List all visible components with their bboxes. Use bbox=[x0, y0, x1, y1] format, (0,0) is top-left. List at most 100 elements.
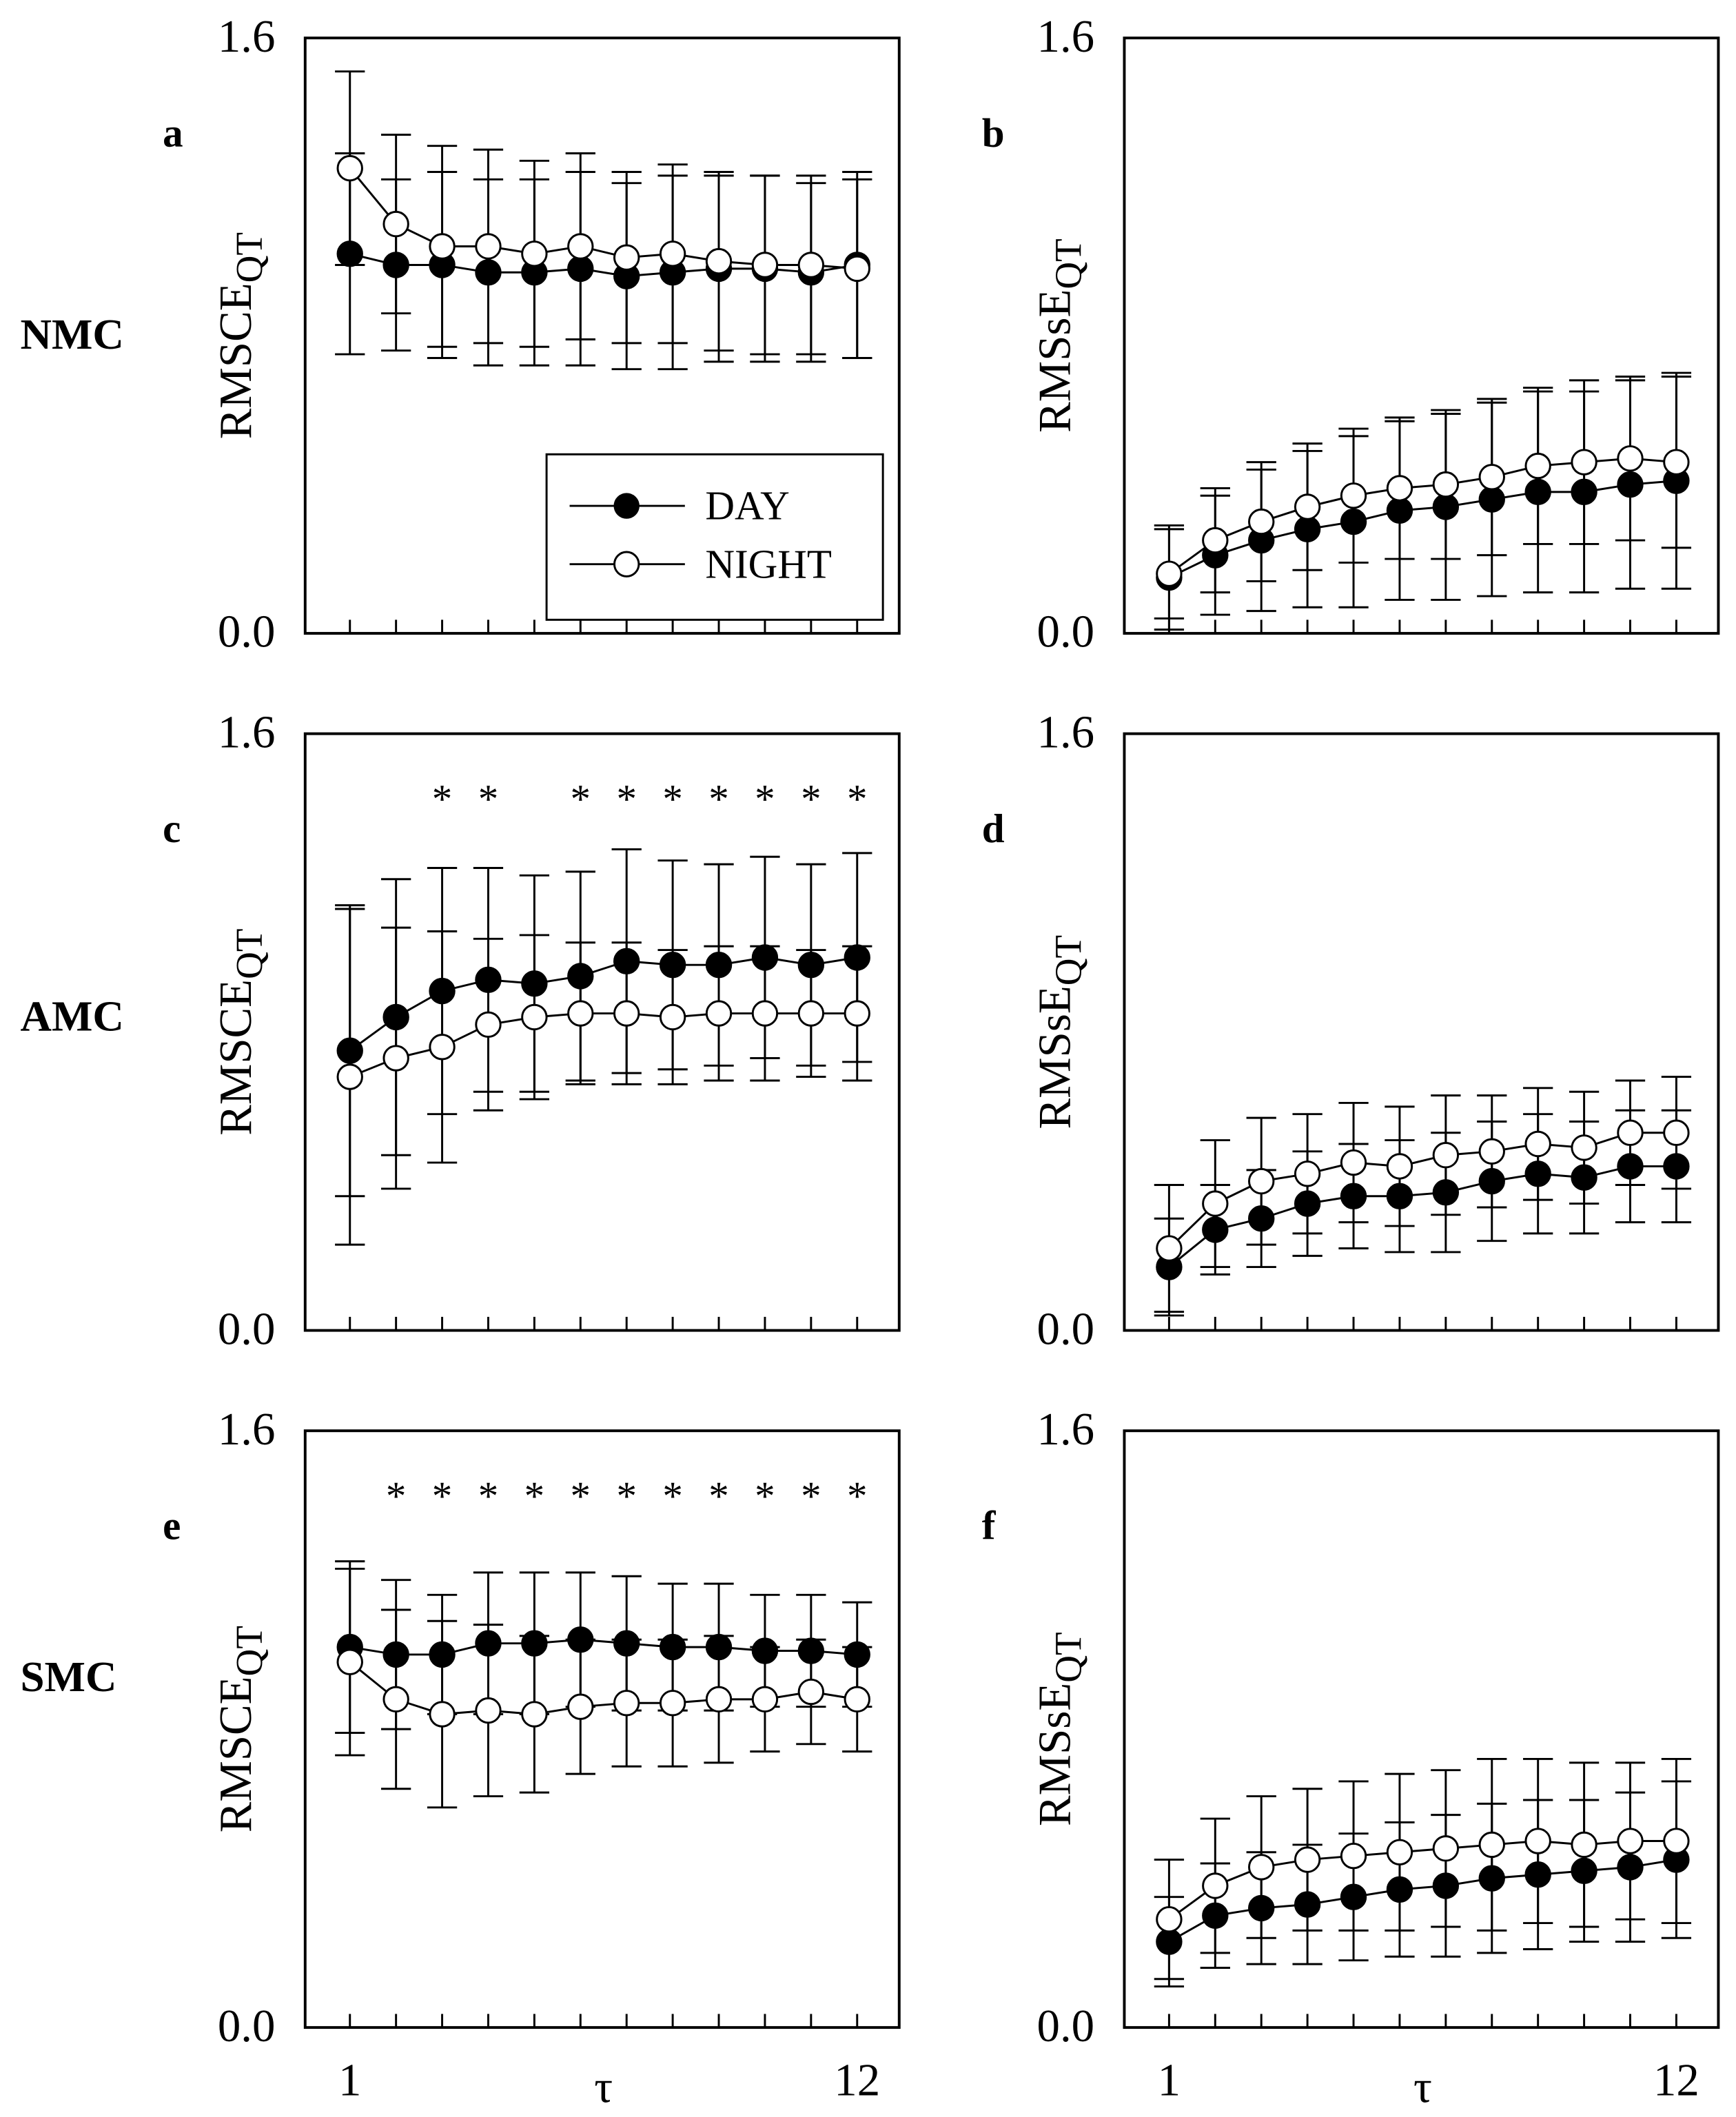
panel-e: 0.0 1.6 e RMSCEQT 1 12 τ * * * * * * * * * * * bbox=[163, 1404, 901, 2112]
data-point-day bbox=[1294, 515, 1321, 543]
data-point-night bbox=[1156, 560, 1183, 587]
data-point-day bbox=[1478, 486, 1505, 513]
series-line-night bbox=[1168, 457, 1677, 575]
data-point-night bbox=[844, 1686, 870, 1713]
legend-label-day: DAY bbox=[705, 483, 789, 529]
panel-letter: c bbox=[163, 806, 181, 851]
y-tick-label: 1.6 bbox=[1037, 11, 1095, 62]
data-point-day bbox=[1294, 1190, 1321, 1217]
legend: DAY NIGHT bbox=[545, 453, 884, 621]
y-tick-label: 0.0 bbox=[1037, 1303, 1095, 1354]
data-point-night bbox=[1248, 508, 1275, 535]
data-point-day bbox=[382, 1003, 409, 1031]
plot-frame bbox=[303, 1429, 901, 2029]
data-point-night bbox=[1617, 1119, 1644, 1146]
data-point-night bbox=[613, 1000, 640, 1027]
y-tick-label: 1.6 bbox=[218, 706, 276, 757]
data-point-day bbox=[797, 1637, 825, 1664]
y-axis-label: RMSsEQT bbox=[1030, 1632, 1090, 1826]
data-point-night bbox=[1340, 1149, 1367, 1176]
y-axis-label-subscript: QT bbox=[1047, 238, 1089, 289]
data-point-night bbox=[429, 1701, 456, 1728]
data-point-night bbox=[475, 233, 502, 260]
series-line-day bbox=[1168, 1859, 1677, 1943]
data-point-day bbox=[613, 948, 640, 974]
data-point-day bbox=[1432, 1872, 1460, 1899]
data-point-night bbox=[1294, 493, 1321, 520]
data-point-day bbox=[705, 952, 733, 979]
significance-star: * bbox=[386, 1473, 407, 1518]
data-point-night bbox=[429, 233, 456, 260]
data-point-night bbox=[844, 1000, 870, 1027]
data-point-night bbox=[1432, 471, 1460, 498]
series-line-night bbox=[349, 1661, 857, 1716]
data-point-night bbox=[1248, 1167, 1275, 1195]
data-point-day bbox=[475, 1630, 502, 1657]
data-point-day bbox=[1524, 1160, 1551, 1187]
data-point-day bbox=[1386, 497, 1413, 524]
y-axis-label-main: RMSCE bbox=[210, 979, 261, 1136]
y-axis-label: RMSCEQT bbox=[210, 232, 270, 439]
data-point-night bbox=[1571, 1134, 1597, 1161]
data-point-day bbox=[1386, 1183, 1413, 1209]
data-point-day bbox=[844, 1641, 870, 1668]
y-axis-label-subscript: QT bbox=[228, 1626, 270, 1676]
significance-star: * bbox=[755, 1473, 775, 1518]
data-point-night bbox=[844, 255, 870, 283]
significance-star: * bbox=[432, 776, 453, 821]
y-axis-label: RMSsEQT bbox=[1030, 238, 1090, 433]
significance-star: * bbox=[662, 1473, 683, 1518]
y-tick-label: 1.6 bbox=[218, 1404, 276, 1455]
data-point-night bbox=[1202, 526, 1229, 554]
series-line-night bbox=[1168, 1840, 1677, 1921]
y-tick-label: 0.0 bbox=[218, 606, 276, 657]
panel-letter: e bbox=[163, 1503, 181, 1548]
significance-star: * bbox=[616, 1473, 637, 1518]
data-point-night bbox=[521, 241, 548, 267]
data-point-night bbox=[1202, 1872, 1229, 1899]
data-point-day bbox=[1156, 1928, 1183, 1955]
data-point-day bbox=[751, 1637, 779, 1664]
data-point-night bbox=[1340, 482, 1367, 509]
data-point-night bbox=[1156, 1905, 1183, 1933]
data-point-night bbox=[1386, 475, 1413, 502]
significance-star: * bbox=[478, 1473, 499, 1518]
data-point-night bbox=[613, 1690, 640, 1717]
y-tick-label: 0.0 bbox=[218, 2001, 276, 2052]
panel-b: 0.0 1.6 b RMSsEQT bbox=[982, 11, 1720, 657]
row-label: NMC bbox=[21, 310, 124, 358]
data-point-day bbox=[1617, 1854, 1644, 1881]
data-point-day bbox=[1248, 1894, 1275, 1922]
data-point-day bbox=[475, 259, 502, 286]
data-point-day bbox=[1202, 1216, 1229, 1243]
y-axis-label-subscript: QT bbox=[1047, 935, 1089, 985]
data-point-night bbox=[705, 247, 733, 275]
y-axis-label: RMSCEQT bbox=[210, 928, 270, 1135]
data-point-night bbox=[1478, 464, 1505, 491]
y-axis-label-subscript: QT bbox=[228, 232, 270, 283]
y-axis-label: RMSsEQT bbox=[1030, 935, 1090, 1129]
y-tick-label: 1.6 bbox=[1037, 706, 1095, 757]
legend-marker-night bbox=[613, 551, 640, 577]
data-point-day bbox=[659, 1633, 686, 1661]
data-point-night bbox=[613, 244, 640, 271]
data-point-night bbox=[382, 1686, 409, 1713]
data-point-day bbox=[1432, 493, 1460, 520]
panel-a: 0.0 1.6 a RMSCEQT DAY NIGHT bbox=[163, 11, 901, 657]
significance-star: * bbox=[662, 776, 683, 821]
y-axis-label-subscript: QT bbox=[228, 928, 270, 979]
data-point-day bbox=[336, 1037, 363, 1064]
data-point-day bbox=[1340, 1883, 1367, 1910]
significance-star: * bbox=[432, 1473, 453, 1518]
data-point-day bbox=[336, 241, 363, 267]
data-point-night bbox=[1386, 1153, 1413, 1180]
data-point-day bbox=[521, 970, 548, 997]
significance-star: * bbox=[708, 776, 729, 821]
data-point-night bbox=[1478, 1831, 1505, 1859]
series-line-night bbox=[1168, 1132, 1677, 1249]
data-point-night bbox=[659, 241, 686, 267]
data-point-night bbox=[567, 1693, 594, 1720]
series-line-day bbox=[349, 956, 857, 1052]
y-axis-label-main: RMSsE bbox=[1030, 985, 1081, 1129]
